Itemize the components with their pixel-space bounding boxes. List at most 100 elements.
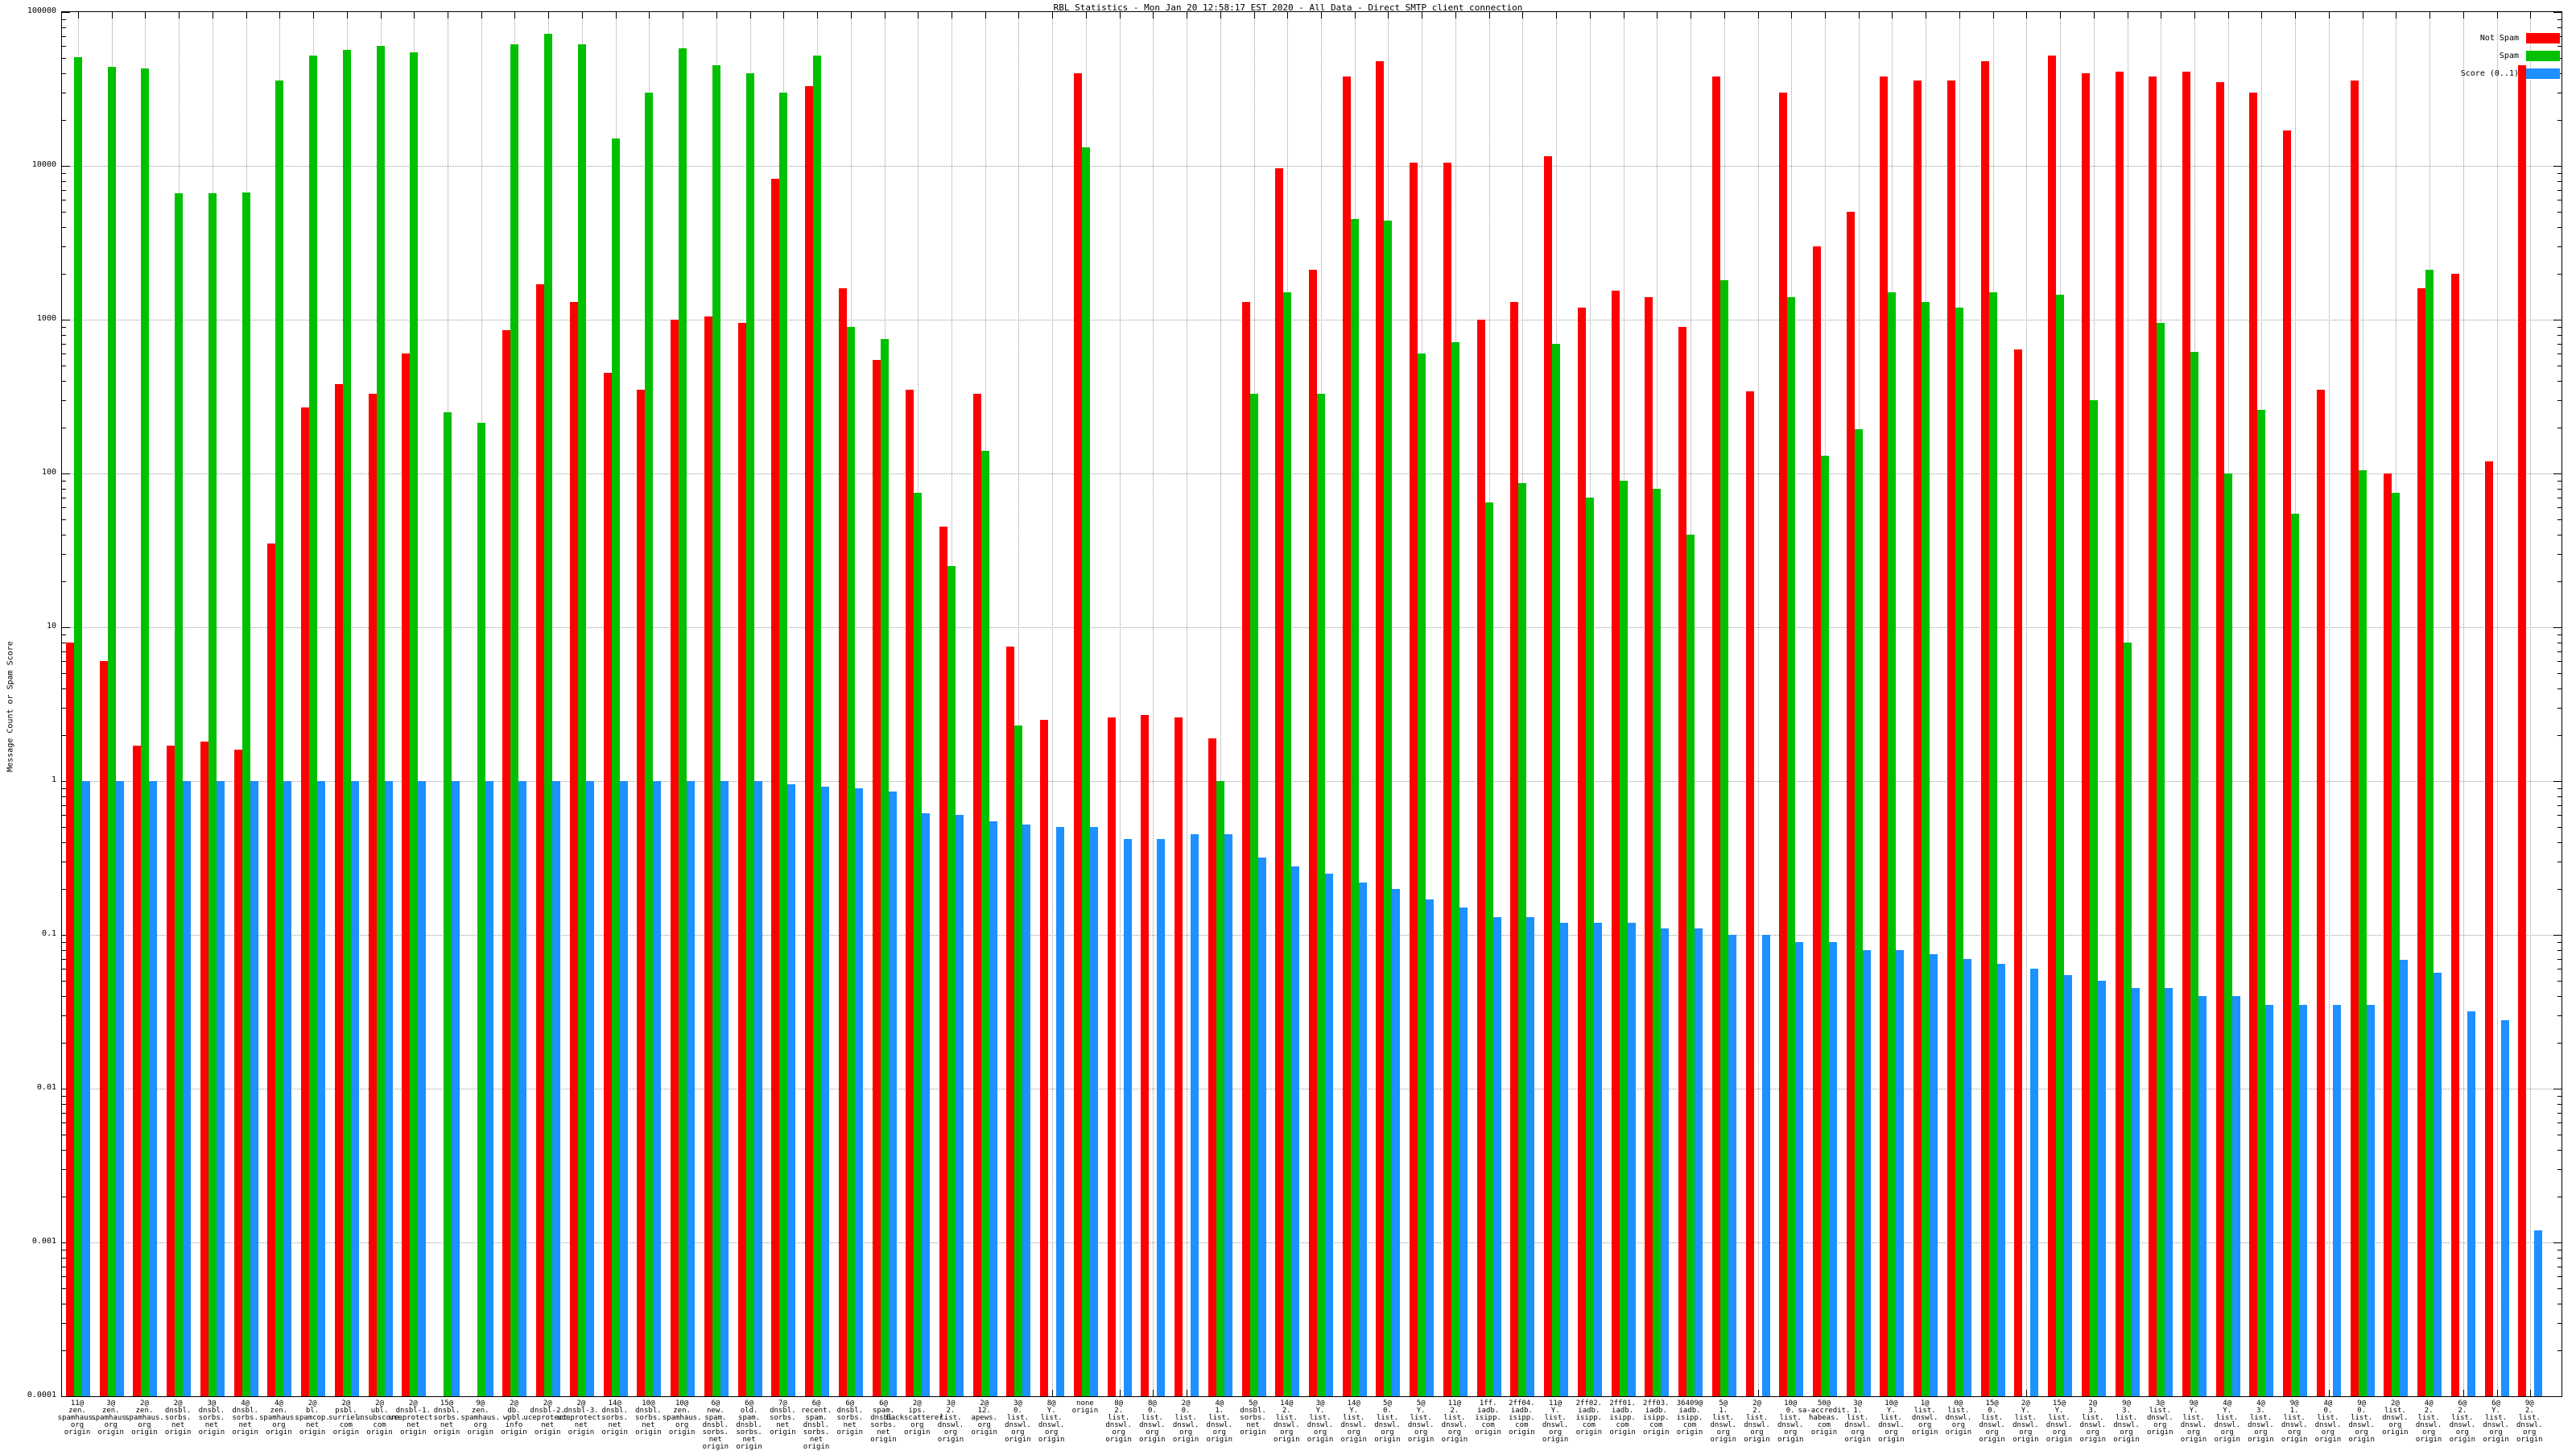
bar-score (619, 781, 628, 1396)
y-minor-tick-left (62, 1350, 66, 1351)
y-minor-tick-right (2557, 796, 2562, 797)
x-tick-mark-top (2194, 12, 2195, 19)
x-tick-label: 2@ 12. apews. org origin (971, 1399, 997, 1437)
x-tick-mark-top (2429, 12, 2431, 19)
bar-not-spam (1040, 719, 1049, 1396)
x-tick-label: 15@ dnsbl. sorbs. net origin (433, 1399, 460, 1437)
x-tick-label: 2@ 3. list. dnswl. org origin (2079, 1399, 2107, 1444)
y-tick-label: 1000 (36, 314, 56, 323)
bar-not-spam (2182, 71, 2190, 1396)
x-tick-mark-top (1589, 12, 1591, 19)
x-tick-mark-top (2093, 12, 2095, 19)
y-minor-tick-left (62, 815, 66, 816)
y-minor-tick-left (62, 804, 66, 806)
horizontal-gridline (62, 166, 2562, 167)
x-tick-label: none origin (1071, 1399, 1099, 1415)
x-tick-mark-top (1119, 12, 1121, 19)
bar-score (2332, 1005, 2341, 1396)
x-tick-label: 4@ zen. spamhaus. org origin (258, 1399, 299, 1437)
y-minor-tick-right (2557, 1015, 2562, 1016)
bar-score (1257, 857, 1266, 1396)
bar-not-spam (737, 323, 746, 1396)
x-tick-label: 2ff03. iadb. isipp. com origin (1643, 1399, 1670, 1437)
x-tick-label: 4@ 0. list. dnswl. org origin (2314, 1399, 2342, 1444)
x-tick-label: 9@ 0. list. dnswl. org origin (2348, 1399, 2375, 1444)
y-minor-tick-right (2557, 981, 2562, 982)
bar-score (1896, 949, 1905, 1396)
y-tick-mark-right (2553, 1242, 2562, 1243)
y-minor-tick-right (2557, 804, 2562, 806)
x-tick-label: 2ff01. iadb. isipp. com origin (1609, 1399, 1636, 1437)
x-tick-mark-top (2261, 12, 2263, 19)
bar-spam (1922, 302, 1930, 1396)
x-tick-label: 3@ 1. list. dnswl. org origin (1844, 1399, 1871, 1444)
bar-spam (342, 49, 351, 1396)
y-minor-tick-left (62, 27, 66, 28)
x-tick-label: 8@ 0. list. dnswl. org origin (1139, 1399, 1166, 1444)
y-minor-tick-left (62, 227, 66, 228)
bar-not-spam (2081, 73, 2090, 1396)
bar-spam (914, 492, 923, 1396)
bar-spam (1014, 725, 1023, 1396)
x-tick-label: 50@ sa-accredit. habeas. com origin (1798, 1399, 1851, 1437)
bar-score (1089, 827, 1098, 1396)
y-tick-label: 0.01 (36, 1083, 56, 1092)
x-tick-mark-bottom (2328, 1390, 2330, 1396)
bar-not-spam (2048, 56, 2057, 1396)
bar-not-spam (2417, 288, 2426, 1396)
x-tick-label: 6@ old. spam. dnsbl. sorbs. net origin (736, 1399, 762, 1451)
bar-not-spam (1880, 76, 1889, 1396)
bar-score (2265, 1005, 2274, 1396)
x-tick-label: 2@ dnsbl-1. uceprotect. net origin (389, 1399, 438, 1437)
bar-spam (1820, 456, 1829, 1396)
bar-not-spam (2249, 92, 2258, 1396)
x-tick-label: 3@ zen. spamhaus. org origin (91, 1399, 131, 1437)
bar-not-spam (1711, 76, 1720, 1396)
y-minor-tick-left (62, 888, 66, 890)
y-minor-tick-left (62, 1276, 66, 1278)
bar-score (1325, 873, 1333, 1396)
bar-score (82, 781, 90, 1396)
bar-spam (813, 56, 822, 1396)
bar-score (518, 781, 527, 1396)
y-minor-tick-right (2557, 172, 2562, 174)
x-tick-mark-top (1455, 12, 1456, 19)
bar-not-spam (502, 330, 511, 1396)
x-tick-mark-top (1018, 12, 1020, 19)
bar-not-spam (637, 390, 646, 1396)
x-tick-label: 5@ 1. list. dnswl. org origin (1710, 1399, 1737, 1444)
y-minor-tick-right (2557, 1276, 2562, 1278)
bar-not-spam (1544, 156, 1553, 1396)
x-tick-mark-top (1724, 12, 1725, 19)
y-minor-tick-left (62, 180, 66, 182)
bar-score (1930, 953, 1938, 1396)
vertical-gridline (1153, 12, 1154, 1396)
x-tick-mark-top (749, 12, 751, 19)
bar-spam (1081, 147, 1090, 1396)
bar-score (149, 781, 158, 1396)
y-minor-tick-right (2557, 941, 2562, 943)
bar-score (350, 781, 359, 1396)
bar-not-spam (1241, 302, 1250, 1396)
x-tick-label: 1@ list. dnswl. org origin (1911, 1399, 1938, 1437)
bar-spam (74, 56, 82, 1396)
bar-spam (645, 92, 654, 1396)
x-tick-mark-top (1858, 12, 1860, 19)
y-minor-tick-left (62, 1168, 66, 1170)
bar-score (687, 781, 696, 1396)
x-tick-label: 9@ 1. list. dnswl. org origin (2281, 1399, 2308, 1444)
y-minor-tick-right (2557, 673, 2562, 675)
bar-score (2131, 988, 2140, 1396)
x-tick-label: 9@ 3. list. dnswl. org origin (2113, 1399, 2140, 1444)
y-tick-mark-right (2553, 1396, 2562, 1397)
y-minor-tick-right (2557, 488, 2562, 490)
bar-spam (880, 338, 889, 1396)
y-minor-tick-left (62, 707, 66, 709)
y-minor-tick-left (62, 334, 66, 336)
y-minor-tick-left (62, 488, 66, 490)
bar-spam (846, 326, 855, 1396)
x-tick-mark-top (1253, 12, 1255, 19)
y-minor-tick-left (62, 35, 66, 37)
bar-score (1661, 928, 1670, 1396)
x-tick-mark-top (649, 12, 650, 19)
